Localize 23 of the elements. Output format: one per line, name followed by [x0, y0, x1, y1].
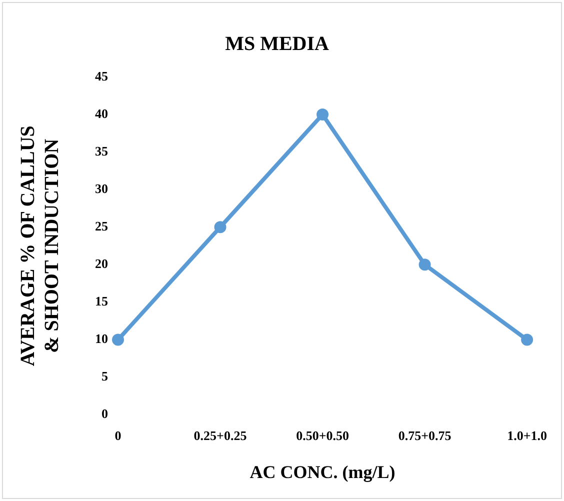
y-tick-label: 30 [95, 180, 108, 196]
y-tick-label: 35 [95, 143, 108, 158]
x-tick-label: 0 [114, 428, 122, 443]
y-axis-title: AVERAGE % OF CALLUS & SHOOT INDUCTION [17, 126, 64, 366]
x-tick-label: 0.50+0.50 [296, 428, 349, 443]
x-tick-label: 0.25+0.25 [194, 428, 248, 443]
y-tick-label: 15 [95, 294, 108, 309]
y-tick-label: 5 [102, 368, 108, 384]
y-tick-label: 20 [95, 256, 108, 272]
point [418, 258, 431, 271]
point [316, 108, 329, 121]
x-tick-label: 1.0+1.0 [507, 428, 548, 443]
x-axis-title: AC CONC. (mg/L) [250, 462, 396, 482]
point [214, 221, 226, 234]
y-tick-label: 25 [95, 218, 108, 234]
y-tick-label: 45 [95, 68, 108, 84]
point [521, 334, 534, 346]
y-tick-label: 40 [95, 106, 108, 121]
y-tick-label: 0 [102, 406, 108, 422]
point [112, 334, 124, 346]
x-tick-label: 0.75+0.75 [398, 428, 452, 443]
y-tick-label: 10 [95, 331, 108, 346]
chart-title: MS MEDIA [225, 33, 330, 56]
